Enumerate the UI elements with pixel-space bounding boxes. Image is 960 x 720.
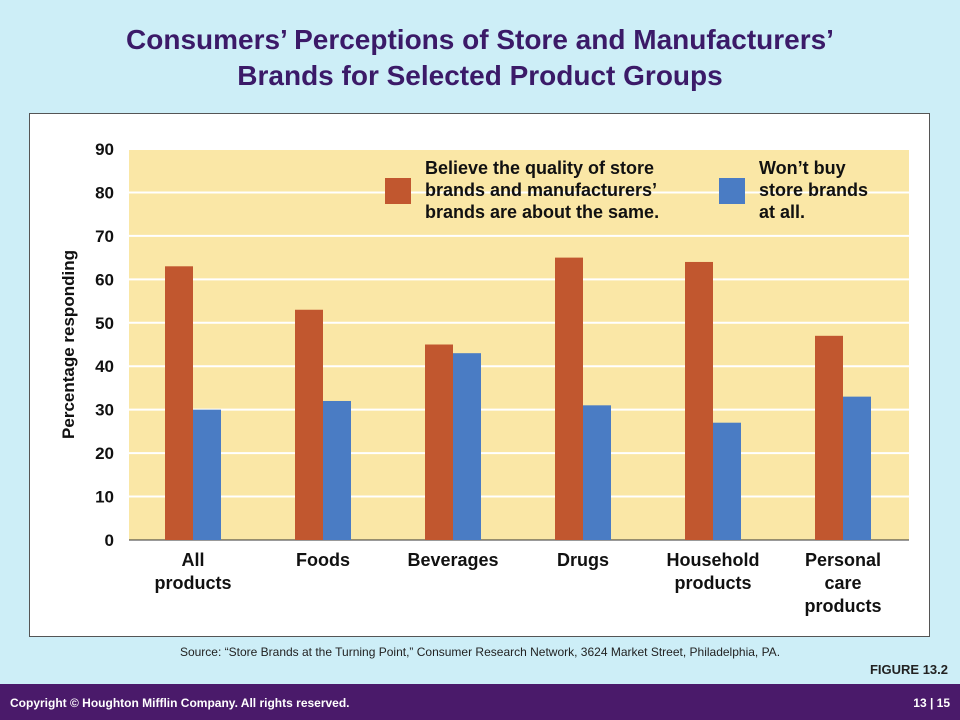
x-category-label: Drugs xyxy=(557,550,609,570)
y-tick-label: 50 xyxy=(95,314,114,333)
y-tick-label: 40 xyxy=(95,357,114,376)
title-line-1: Consumers’ Perceptions of Store and Manu… xyxy=(126,24,834,55)
copyright-text: Copyright © Houghton Mifflin Company. Al… xyxy=(10,696,350,710)
y-tick-label: 60 xyxy=(95,270,114,289)
y-tick-label: 0 xyxy=(105,531,114,550)
y-tick-label: 80 xyxy=(95,183,114,202)
legend-label: Believe the quality of store xyxy=(425,158,654,178)
y-tick-label: 70 xyxy=(95,227,114,246)
bar-wont-buy xyxy=(193,409,221,540)
x-category-label: Foods xyxy=(296,550,350,570)
y-axis-label: Percentage responding xyxy=(59,250,78,439)
legend-label: brands are about the same. xyxy=(425,202,659,222)
y-tick-label: 10 xyxy=(95,488,114,507)
bar-wont-buy xyxy=(453,353,481,540)
x-category-label: products xyxy=(154,573,231,593)
x-category-label: All xyxy=(181,550,204,570)
y-tick-label: 20 xyxy=(95,444,114,463)
legend-label: Won’t buy xyxy=(759,158,846,178)
y-tick-label: 30 xyxy=(95,401,114,420)
bar-wont-buy xyxy=(323,400,351,540)
x-category-label: products xyxy=(674,573,751,593)
x-category-label: products xyxy=(804,596,881,616)
y-tick-label: 90 xyxy=(95,140,114,159)
x-category-label: care xyxy=(824,573,861,593)
bar-same-quality xyxy=(555,257,583,540)
page-number: 13 | 15 xyxy=(913,696,950,710)
bar-wont-buy xyxy=(843,396,871,540)
legend-label: at all. xyxy=(759,202,805,222)
x-category-label: Personal xyxy=(805,550,881,570)
chart-title: Consumers’ Perceptions of Store and Manu… xyxy=(0,22,960,94)
bar-same-quality xyxy=(815,335,843,540)
x-category-label: Household xyxy=(667,550,760,570)
legend-label: store brands xyxy=(759,180,868,200)
bar-wont-buy xyxy=(583,405,611,540)
title-line-2: Brands for Selected Product Groups xyxy=(237,60,723,91)
footer-bar: Copyright © Houghton Mifflin Company. Al… xyxy=(0,684,960,720)
figure-label: FIGURE 13.2 xyxy=(869,662,948,677)
bar-wont-buy xyxy=(713,422,741,540)
bar-same-quality xyxy=(165,266,193,540)
legend-swatch xyxy=(385,178,411,204)
bar-same-quality xyxy=(425,344,453,540)
bar-same-quality xyxy=(295,309,323,540)
x-category-label: Beverages xyxy=(407,550,498,570)
chart-panel: 0 10 20 30 40 50 60 70 80 90 Percentage responding… xyxy=(29,113,930,637)
bar-chart: 0 10 20 30 40 50 60 70 80 90 Percentage responding… xyxy=(59,140,909,616)
legend-swatch xyxy=(719,178,745,204)
plot-area xyxy=(129,149,909,540)
legend-label: brands and manufacturers’ xyxy=(425,180,657,200)
source-note: Source: “Store Brands at the Turning Poi… xyxy=(179,645,781,659)
bar-same-quality xyxy=(685,261,713,540)
